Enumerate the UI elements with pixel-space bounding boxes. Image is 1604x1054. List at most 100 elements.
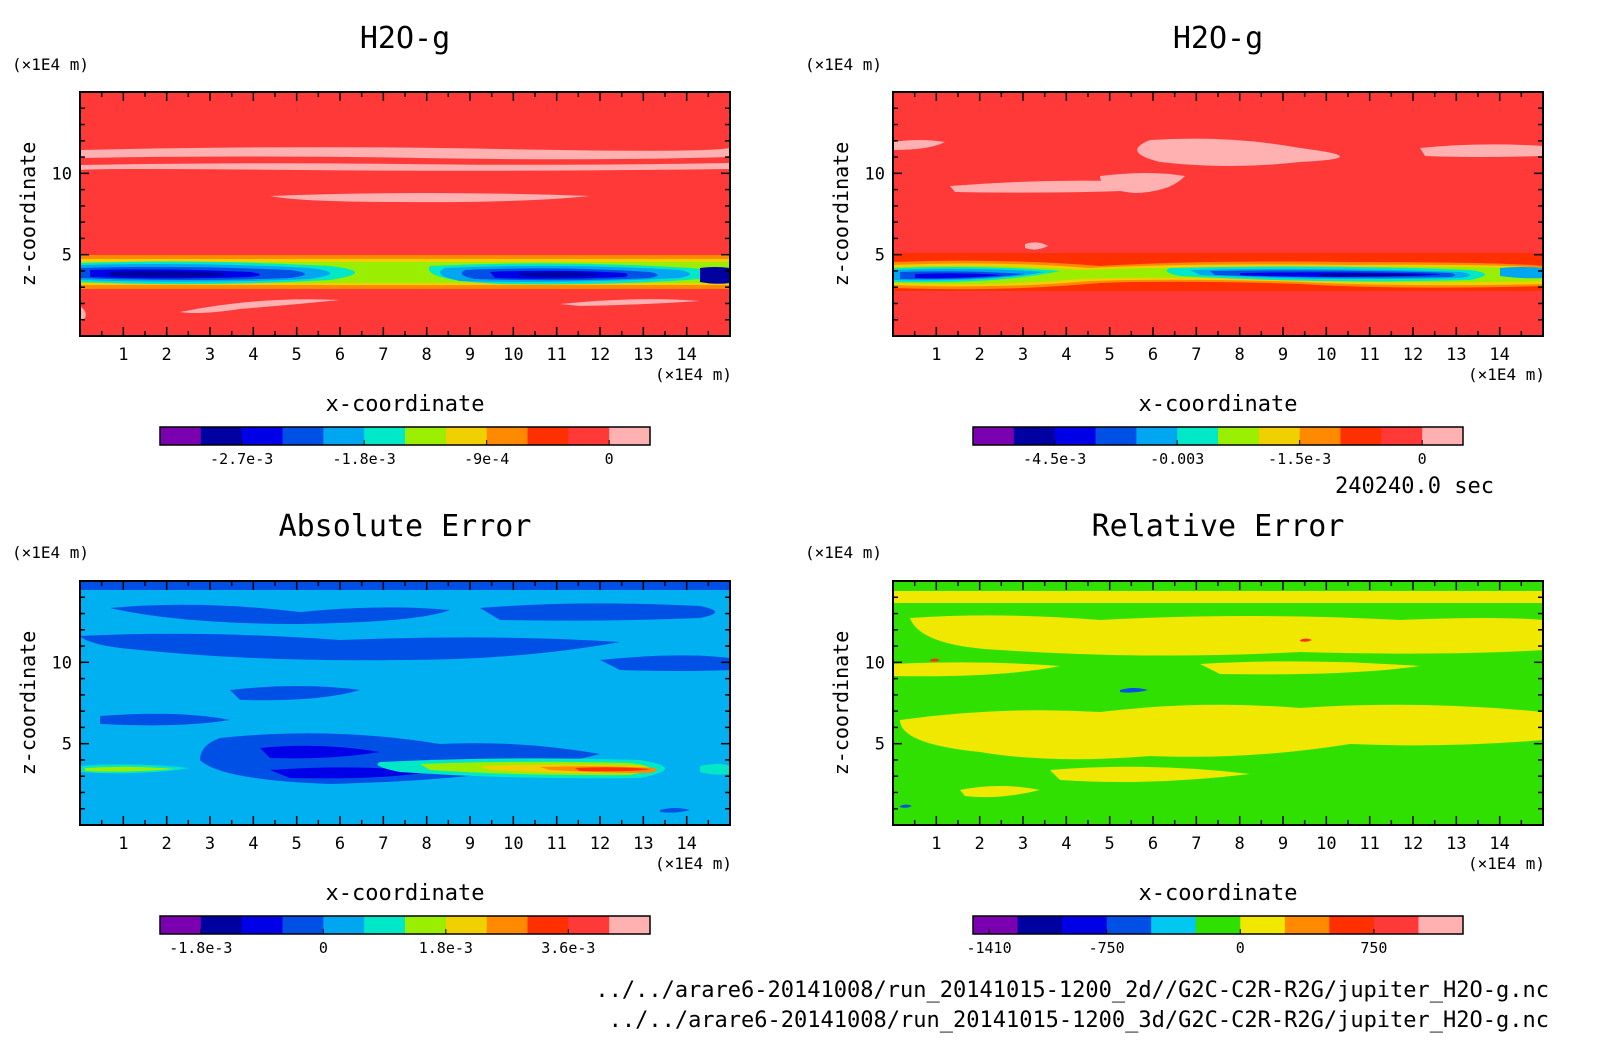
- colorbar-tick-label: 0: [605, 450, 614, 468]
- x-tick-label: 9: [1278, 834, 1288, 854]
- contour-band: [700, 267, 730, 284]
- contour-band: [893, 591, 1543, 603]
- colorbar-swatch: [1329, 916, 1375, 934]
- colorbar: -1410 -750 0 750: [966, 915, 1464, 957]
- colorbar-swatch: [160, 916, 202, 934]
- panel-title: Relative Error: [1092, 509, 1345, 544]
- y-tick-label: 10: [52, 164, 72, 184]
- contour-band: [110, 271, 225, 277]
- colorbar-swatch: [1299, 427, 1341, 445]
- colorbar-swatch: [282, 427, 324, 445]
- x-tick-label: 1: [118, 834, 128, 854]
- x-tick-label: 13: [633, 834, 653, 854]
- colorbar: -2.7e-3 -1.8e-3 -9e-4 0: [159, 426, 651, 468]
- colorbar-swatch: [609, 916, 651, 934]
- x-tick-label: 14: [676, 345, 696, 365]
- colorbar-swatch: [1054, 427, 1096, 445]
- x-tick-label: 2: [162, 834, 172, 854]
- x-tick-label: 12: [1403, 345, 1423, 365]
- contour-band: [1420, 144, 1543, 157]
- colorbar-swatch: [1017, 916, 1063, 934]
- footer-path-3d: ../../arare6-20141008/run_20141015-1200_…: [608, 1008, 1549, 1033]
- y-axis-label: z-coordinate: [829, 631, 853, 776]
- contour-band: [1120, 688, 1148, 693]
- x-tick-label: 5: [292, 345, 302, 365]
- y-tick-label: 5: [875, 735, 885, 755]
- contour-band: [1300, 638, 1312, 642]
- x-tick-label: 11: [546, 345, 566, 365]
- colorbar-swatch: [241, 427, 283, 445]
- colorbar-swatch: [323, 916, 365, 934]
- x-tick-label: 10: [1316, 834, 1336, 854]
- x-tick-label: 14: [1489, 834, 1509, 854]
- contour-band: [480, 603, 715, 621]
- colorbar-tick-label: -0.003: [1150, 450, 1204, 468]
- x-tick-label: 13: [633, 345, 653, 365]
- colorbar-swatch: [568, 916, 610, 934]
- x-tick-label: 11: [1359, 834, 1379, 854]
- x-tick-label: 13: [1446, 834, 1466, 854]
- colorbar-swatch: [445, 916, 488, 934]
- colorbar-swatch: [1013, 427, 1056, 445]
- colorbar-swatch: [1218, 427, 1260, 445]
- contour-band: [520, 272, 600, 277]
- field-background: [80, 92, 730, 336]
- colorbar-tick-label: -1.8e-3: [169, 939, 232, 957]
- x-tick-label: 1: [931, 345, 941, 365]
- contour-field: [893, 581, 1543, 825]
- colorbar-swatch: [1284, 916, 1330, 934]
- panel-h2o-g-right: H2O-g (×1E4 m) 1 2 3 4 5 6 7 8 9 10 11 12: [805, 21, 1545, 468]
- colorbar-tick-label: 0: [1418, 450, 1427, 468]
- y-unit-label: (×1E4 m): [12, 543, 89, 562]
- x-unit-label: (×1E4 m): [655, 854, 732, 873]
- x-tick-label: 3: [205, 834, 215, 854]
- x-tick-label: 6: [1148, 834, 1158, 854]
- contour-band: [1500, 267, 1543, 279]
- x-tick-label: 10: [1316, 345, 1336, 365]
- contour-band: [270, 767, 430, 779]
- contour-band: [560, 299, 700, 306]
- y-axis-label: z-coordinate: [16, 142, 40, 287]
- contour-band: [900, 704, 1543, 760]
- x-tick-label: 3: [1018, 834, 1028, 854]
- contour-band: [960, 786, 1040, 798]
- colorbar-swatch: [609, 427, 651, 445]
- contour-band: [900, 804, 912, 808]
- x-tick-label: 3: [1018, 345, 1028, 365]
- x-tick-label: 5: [1105, 834, 1115, 854]
- y-tick-label: 5: [62, 735, 72, 755]
- x-unit-label: (×1E4 m): [655, 365, 732, 384]
- colorbar-swatch: [1062, 916, 1108, 934]
- field-background: [80, 581, 730, 825]
- colorbar-swatch: [1151, 916, 1197, 934]
- contour-field: [893, 92, 1543, 336]
- contour-band: [660, 808, 690, 813]
- contour-band: [80, 147, 730, 160]
- x-tick-label: 8: [422, 834, 432, 854]
- contour-band: [85, 766, 175, 772]
- colorbar-swatch: [486, 916, 528, 934]
- x-tick-label: 4: [248, 345, 258, 365]
- colorbar-swatch: [1418, 916, 1464, 934]
- colorbar-swatch: [405, 916, 447, 934]
- field-background: [893, 92, 1543, 336]
- colorbar-tick-label: -9e-4: [464, 450, 509, 468]
- colorbar: -1.8e-3 0 1.8e-3 3.6e-3: [159, 915, 651, 957]
- contour-band: [180, 299, 340, 313]
- contour-band: [600, 655, 730, 671]
- colorbar-tick-label: -750: [1089, 939, 1125, 957]
- colorbar-tick-label: -1.5e-3: [1268, 450, 1331, 468]
- colorbar-swatch: [364, 427, 406, 445]
- contour-band: [575, 767, 650, 772]
- x-tick-label: 7: [378, 834, 388, 854]
- contour-band: [110, 604, 450, 624]
- colorbar-swatch: [1373, 916, 1419, 934]
- x-axis-label: x-coordinate: [326, 881, 485, 906]
- x-tick-label: 9: [1278, 345, 1288, 365]
- panel-title: Absolute Error: [279, 509, 532, 544]
- colorbar-swatch: [445, 427, 488, 445]
- contour-band: [1025, 242, 1048, 250]
- x-tick-label: 9: [465, 834, 475, 854]
